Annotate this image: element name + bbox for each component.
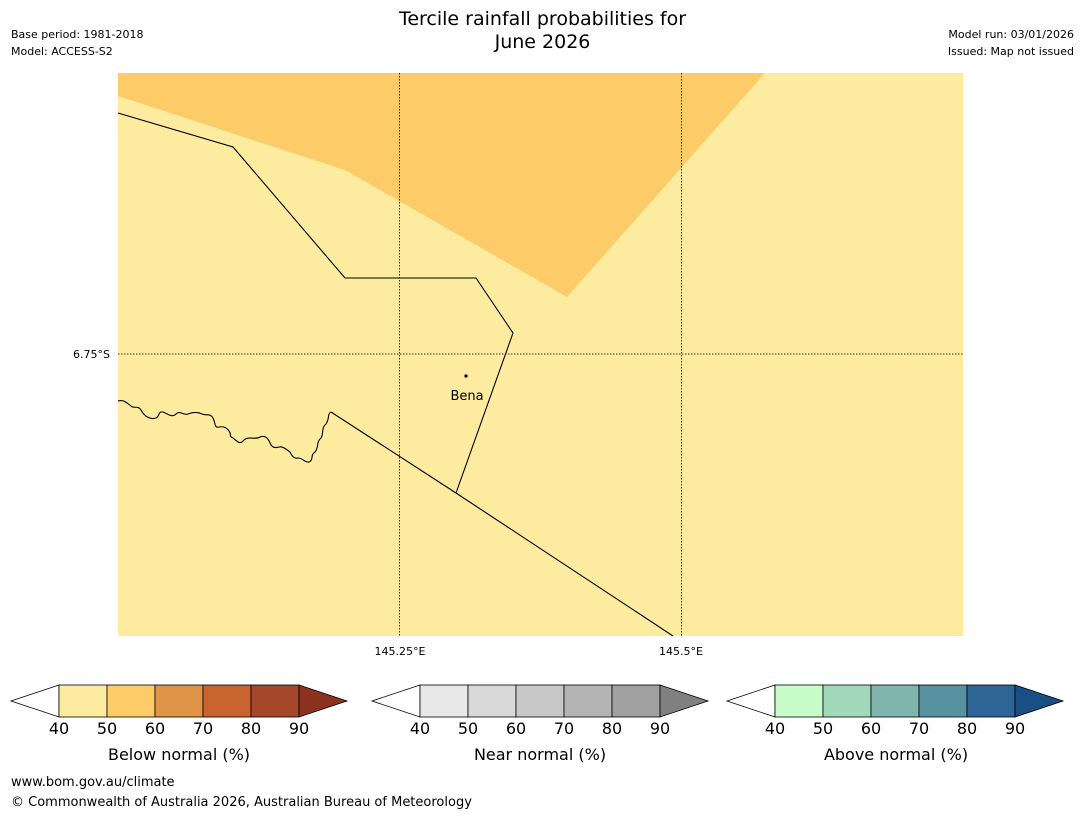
legend-below-normal: 40 50 60 70 80 90 xyxy=(9,684,349,738)
legend-tick-label: 80 xyxy=(241,719,261,738)
footer-copyright: © Commonwealth of Australia 2026, Austra… xyxy=(11,795,472,810)
legend-swatch xyxy=(563,684,613,718)
legends: 40 50 60 70 80 90 40 50 60 70 80 90 40 50 60 70 80 90 xyxy=(9,684,1065,738)
lat-label: 6.75°S xyxy=(73,348,110,361)
legend-above-normal: 40 50 60 70 80 90 xyxy=(725,684,1065,738)
legend-swatch xyxy=(419,684,469,718)
legend-title-near-normal: Near normal (%) xyxy=(473,745,607,764)
legend-swatch-extend-low xyxy=(725,684,776,718)
legend-tick-label: 60 xyxy=(145,719,165,738)
legend-tick-label: 80 xyxy=(957,719,977,738)
legend-tick-label: 90 xyxy=(650,719,670,738)
footer-url[interactable]: www.bom.gov.au/climate xyxy=(11,775,175,790)
legend-tick-label: 50 xyxy=(97,719,117,738)
issued-status: Issued: Map not issued xyxy=(947,45,1074,58)
base-period: Base period: 1981-2018 xyxy=(11,28,144,41)
legend-swatch xyxy=(870,684,920,718)
lon-label-2: 145.5°E xyxy=(659,645,703,658)
province-boundary-south xyxy=(455,492,674,637)
meta-right: Model run: 03/01/2026 Issued: Map not is… xyxy=(948,26,1074,60)
probability-50-60-region xyxy=(118,73,765,297)
legend-title-below-normal: Below normal (%) xyxy=(107,745,251,764)
legend-swatch-extend-high xyxy=(659,684,710,718)
town-marker-dot xyxy=(464,374,468,378)
title-line-1: Tercile rainfall probabilities for xyxy=(398,8,687,30)
legend-swatch xyxy=(515,684,565,718)
town-label: Bena xyxy=(450,389,483,404)
title-line-2: June 2026 xyxy=(494,31,591,53)
legend-tick-label: 70 xyxy=(193,719,213,738)
coastline xyxy=(117,400,332,463)
map-title: Tercile rainfall probabilities for June … xyxy=(0,8,1085,54)
legend-tick-label: 70 xyxy=(554,719,574,738)
legend-tick-label: 90 xyxy=(289,719,309,738)
province-boundary xyxy=(117,112,514,494)
legend-swatch xyxy=(774,684,824,718)
model-run: Model run: 03/01/2026 xyxy=(948,28,1074,41)
legend-tick-label: 40 xyxy=(410,719,430,738)
graticule xyxy=(118,73,963,636)
legend-title-above-normal: Above normal (%) xyxy=(823,745,969,764)
legend-tick-label: 60 xyxy=(861,719,881,738)
legend-tick-label: 40 xyxy=(765,719,785,738)
model-name: Model: ACCESS-S2 xyxy=(11,45,113,58)
legend-tick-label: 40 xyxy=(49,719,69,738)
lon-label-1: 145.25°E xyxy=(375,645,426,658)
legend-swatch xyxy=(966,684,1016,718)
legend-tick-label: 50 xyxy=(813,719,833,738)
legend-swatch xyxy=(611,684,661,718)
legend-swatch-extend-low xyxy=(370,684,421,718)
legend-near-normal: 40 50 60 70 80 90 xyxy=(370,684,710,738)
legend-tick-label: 50 xyxy=(458,719,478,738)
legend-swatch xyxy=(106,684,156,718)
legend-swatch xyxy=(202,684,252,718)
legend-tick-label: 80 xyxy=(602,719,622,738)
legend-swatch xyxy=(467,684,517,718)
province-boundary-west xyxy=(330,411,457,494)
legend-swatch-extend-high xyxy=(298,684,349,718)
legend-swatch xyxy=(250,684,300,718)
legend-swatch xyxy=(154,684,204,718)
map-area[interactable]: Bena xyxy=(117,73,963,637)
legend-tick-label: 90 xyxy=(1005,719,1025,738)
legend-swatch xyxy=(822,684,872,718)
legend-tick-label: 70 xyxy=(909,719,929,738)
legend-tick-label: 60 xyxy=(506,719,526,738)
legend-swatch xyxy=(58,684,108,718)
meta-left: Base period: 1981-2018 Model: ACCESS-S2 xyxy=(11,26,143,60)
legend-swatch xyxy=(918,684,968,718)
legend-swatch-extend-high xyxy=(1014,684,1065,718)
legend-swatch-extend-low xyxy=(9,684,60,718)
boundaries xyxy=(117,112,674,637)
